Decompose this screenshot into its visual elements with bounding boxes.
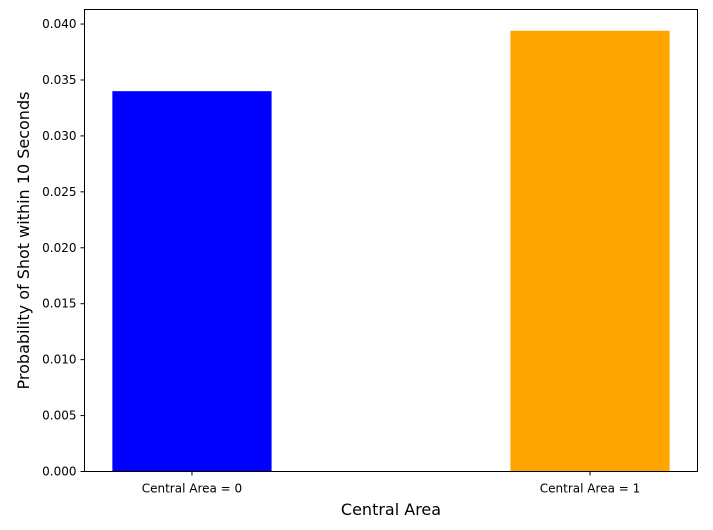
- y-tick-label-0: 0.000: [42, 465, 76, 479]
- x-tick-label-1: Central Area = 1: [540, 482, 640, 496]
- y-tick-label-7: 0.035: [42, 73, 76, 87]
- y-axis-label: Probability of Shot within 10 Seconds: [14, 92, 33, 390]
- x-tick-label-0: Central Area = 0: [142, 482, 242, 496]
- y-tick-label-5: 0.025: [42, 185, 76, 199]
- bar-1: [510, 30, 670, 472]
- x-axis-ticks: Central Area = 0 Central Area = 1: [142, 471, 640, 496]
- y-tick-label-1: 0.005: [42, 409, 76, 423]
- y-tick-label-2: 0.010: [42, 353, 76, 367]
- y-axis-ticks: 0.000 0.005 0.010 0.015 0.020 0.025 0.030 0.035…: [42, 17, 85, 479]
- plot-area-frame: [84, 9, 698, 472]
- bars-group: [112, 30, 670, 472]
- y-tick-label-4: 0.020: [42, 241, 76, 255]
- y-tick-label-6: 0.030: [42, 129, 76, 143]
- x-axis-label: Central Area: [341, 500, 441, 519]
- bar-0: [112, 91, 272, 472]
- y-tick-label-3: 0.015: [42, 297, 76, 311]
- y-tick-label-8: 0.040: [42, 17, 76, 31]
